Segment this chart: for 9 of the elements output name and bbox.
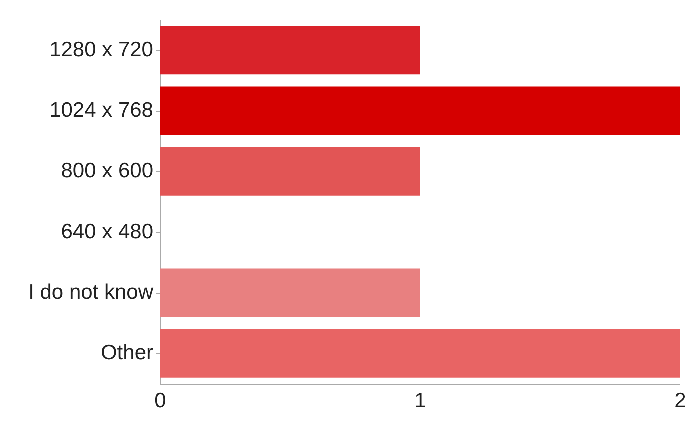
x-tick-label: 1 [414, 390, 426, 412]
x-tick-label: 0 [154, 390, 166, 412]
y-tick-label: Other [100, 342, 154, 365]
y-tick-label: I do not know [28, 281, 154, 304]
y-tick-label: 640 x 480 [61, 220, 154, 244]
y-tick-label: 800 x 600 [61, 160, 154, 183]
x-tick-label: 2 [674, 390, 686, 412]
y-tick-label: 1280 x 720 [50, 38, 154, 62]
y-tick-label: 1024 x 768 [50, 99, 154, 122]
